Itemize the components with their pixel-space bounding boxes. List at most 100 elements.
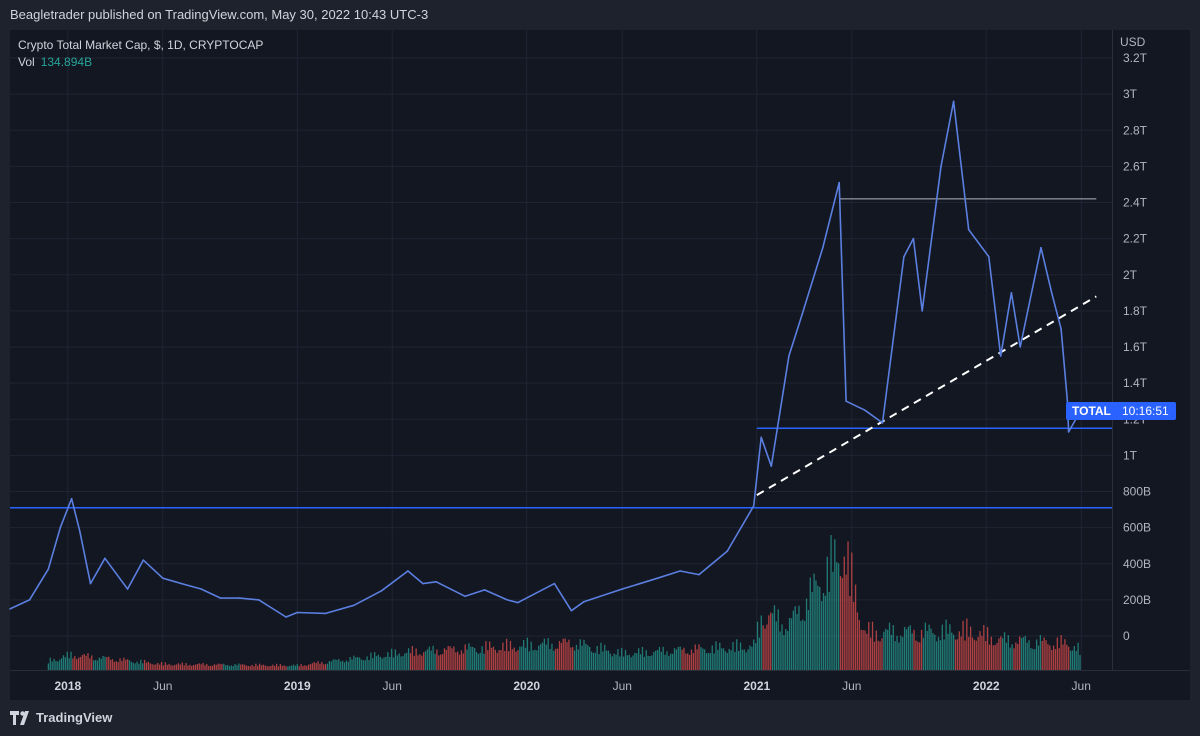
volume-bar <box>951 632 953 670</box>
time-tick-label: 2019 <box>284 679 311 693</box>
volume-bar <box>709 653 712 670</box>
volume-bar <box>270 665 272 670</box>
volume-bar <box>281 665 283 670</box>
volume-bar <box>330 661 332 670</box>
volume-bar <box>886 629 889 670</box>
volume-bar <box>638 648 640 670</box>
price-point <box>126 588 129 590</box>
volume-bar <box>383 657 385 670</box>
volume-bar <box>971 637 974 670</box>
volume-bar <box>898 642 900 670</box>
volume-bar <box>225 665 227 670</box>
volume-bar <box>975 640 977 670</box>
volume-bar <box>1017 643 1019 670</box>
volume-bar <box>615 654 617 670</box>
volume-bar <box>106 657 108 670</box>
volume-bar <box>651 655 653 670</box>
volume-bar <box>1000 636 1002 670</box>
volume-bar <box>1077 642 1079 670</box>
volume-bar <box>881 638 883 670</box>
footer-brand: TradingView <box>36 710 113 725</box>
volume-label[interactable]: Vol <box>18 55 35 69</box>
volume-bar <box>394 649 397 670</box>
volume-bar <box>1020 638 1023 670</box>
volume-bar <box>136 661 138 670</box>
volume-bar <box>847 541 849 670</box>
time-scale[interactable] <box>10 670 1190 700</box>
volume-bar <box>455 652 457 670</box>
volume-bar <box>83 654 85 670</box>
volume-bar <box>1056 637 1059 670</box>
price-point <box>506 599 509 601</box>
time-tick-label: Jun <box>153 679 172 693</box>
volume-bar <box>251 664 253 670</box>
volume-bar <box>456 651 459 670</box>
volume-bar <box>221 664 223 670</box>
price-point <box>353 604 355 607</box>
volume-bar <box>326 663 329 670</box>
volume-bar <box>856 612 859 670</box>
volume-bar <box>736 639 738 670</box>
volume-bar <box>268 666 270 670</box>
volume-bar <box>417 655 419 670</box>
volume-bar <box>941 624 943 670</box>
volume-bar <box>47 663 50 670</box>
volume-bar <box>643 656 645 670</box>
footer: TradingView <box>0 700 1200 736</box>
price-point <box>464 595 466 598</box>
tradingview-logo[interactable]: TradingView <box>10 710 112 725</box>
volume-bar <box>879 641 881 670</box>
volume-bar <box>1047 644 1049 670</box>
volume-bar <box>749 645 751 670</box>
volume-bar <box>49 657 51 670</box>
volume-bar <box>737 650 740 670</box>
volume-bar <box>104 656 106 670</box>
volume-bar <box>53 658 55 670</box>
price-point <box>845 400 847 402</box>
volume-bar <box>198 663 200 670</box>
volume-bar <box>96 660 99 670</box>
volume-bar <box>404 653 406 670</box>
volume-bar <box>979 631 981 670</box>
volume-bar <box>934 634 936 670</box>
price-point <box>285 616 287 618</box>
volume-bar <box>432 645 434 670</box>
volume-bar <box>451 648 453 670</box>
volume-bar <box>705 653 708 670</box>
volume-bar <box>396 655 398 670</box>
volume-bar <box>613 653 615 670</box>
volume-bar <box>781 624 783 670</box>
volume-bar <box>413 655 415 670</box>
volume-bar <box>347 661 349 670</box>
volume-bar <box>902 637 904 670</box>
volume-bar <box>426 649 429 670</box>
price-tick-label: 1.6T <box>1123 340 1148 354</box>
volume-bar <box>304 665 306 670</box>
price-tick-label: 3T <box>1123 87 1138 101</box>
dashed-trendline <box>756 295 1097 496</box>
volume-bar <box>632 655 634 670</box>
volume-bar <box>1007 635 1009 670</box>
volume-bar <box>266 666 268 670</box>
volume-bar <box>485 641 487 670</box>
volume-bar <box>681 649 683 670</box>
volume-bar <box>51 661 53 670</box>
price-line-layer <box>9 100 1081 618</box>
price-scale[interactable] <box>1112 30 1190 670</box>
volume-bar <box>334 659 336 670</box>
volume-bar <box>62 655 65 670</box>
volume-bar <box>747 649 749 670</box>
volume-bar <box>472 646 474 670</box>
symbol-description[interactable]: Crypto Total Market Cap, $, 1D, CRYPTOCA… <box>18 38 264 52</box>
volume-bar <box>511 649 513 670</box>
volume-bar <box>671 653 674 670</box>
volume-bar <box>332 659 334 670</box>
time-axis-ticks: 2018 Jun 2019 Jun 2020 Jun 2021 Jun 2022 Jun <box>54 679 1090 693</box>
volume-bar <box>602 651 604 670</box>
total-price-badge[interactable]: TOTAL 10:16:51 <box>1066 402 1176 420</box>
volume-bar <box>939 640 942 670</box>
volume-bar <box>579 639 581 670</box>
volume-bar <box>609 653 612 670</box>
volume-bar <box>719 642 721 670</box>
